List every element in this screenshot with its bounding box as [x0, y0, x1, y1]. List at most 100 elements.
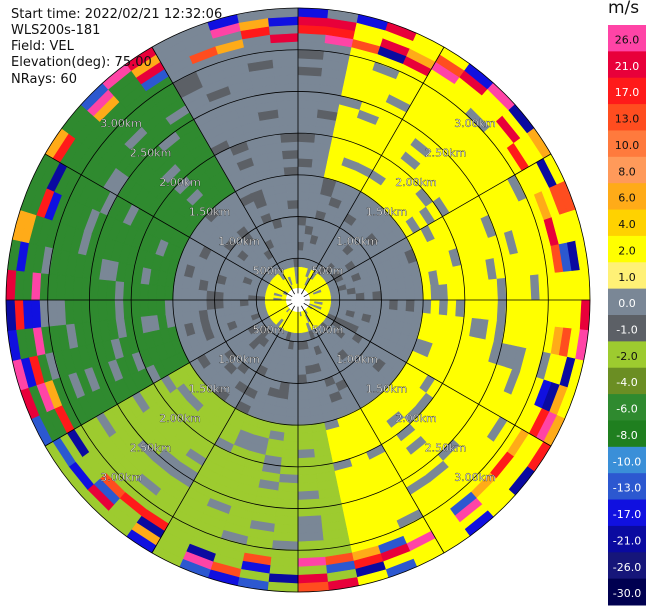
velocity-cell: [297, 498, 321, 509]
velocity-cell: [297, 465, 317, 476]
range-ring-labels: 500m 500m 500m 500m 1.00km 1.00km 1.00km 1.00km…: [100, 117, 496, 484]
velocity-cell: [297, 448, 315, 459]
velocity-cell: [197, 289, 208, 301]
velocity-cell: [222, 291, 232, 301]
velocity-cell: [496, 299, 507, 323]
velocity-cell: [282, 432, 299, 443]
velocity-cell: [438, 283, 449, 301]
velocity-cell: [529, 299, 541, 326]
velocity-cell: [287, 390, 299, 401]
colorbar-tick-label: -13.0: [613, 482, 641, 495]
velocity-cell: [297, 415, 312, 426]
colorbar-swatch: [608, 525, 646, 553]
velocity-cell: [289, 366, 299, 376]
range-ring-label: 3.00km: [454, 117, 496, 130]
velocity-cell: [463, 281, 474, 301]
range-ring-label: 500m: [312, 265, 344, 278]
velocity-cell: [405, 287, 416, 301]
velocity-cell: [130, 299, 141, 318]
velocity-cell: [285, 182, 299, 193]
velocity-cell: [285, 407, 299, 418]
velocity-cell: [222, 306, 234, 316]
velocity-cell: [513, 276, 524, 301]
velocity-cell: [372, 299, 382, 310]
azimuth-spoke: [151, 46, 296, 295]
velocity-cell: [297, 166, 313, 176]
velocity-cell: [422, 299, 432, 315]
velocity-cell: [279, 124, 299, 135]
velocity-cell: [293, 257, 299, 268]
velocity-cell: [155, 284, 166, 301]
velocity-cell: [172, 286, 183, 301]
velocity-cell: [380, 299, 391, 310]
velocity-cell: [380, 290, 391, 301]
velocity-cell: [297, 124, 317, 135]
colorbar-swatch: [608, 235, 646, 263]
velocity-cell: [364, 291, 374, 301]
colorbar-swatch: [608, 183, 646, 211]
colorbar-swatch: [608, 51, 646, 79]
velocity-cell: [255, 299, 266, 305]
range-ring-label: 1.50km: [366, 382, 408, 395]
velocity-cell: [297, 324, 302, 334]
colorbar-tick-label: -8.0: [616, 429, 637, 442]
velocity-cell: [480, 299, 491, 321]
velocity-cell: [322, 296, 332, 301]
velocity-cell: [388, 299, 399, 311]
velocity-cell: [339, 294, 349, 301]
colorbar-tick-label: -6.0: [616, 403, 637, 416]
velocity-cell: [297, 357, 306, 368]
velocity-cell: [297, 366, 307, 376]
velocity-cell: [277, 482, 299, 493]
velocity-cell: [289, 224, 299, 234]
velocity-cell: [488, 299, 499, 322]
velocity-cell: [297, 457, 316, 468]
velocity-cell: [413, 299, 424, 314]
elevation-text: Elevation(deg): 75.00: [11, 55, 152, 70]
velocity-cell: [286, 191, 299, 201]
velocity-cell: [164, 285, 174, 301]
velocity-cell: [139, 283, 150, 301]
colorbar-swatch: [608, 104, 646, 131]
range-ring-label: 1.00km: [218, 353, 260, 366]
velocity-cell: [297, 523, 323, 534]
velocity-cell: [64, 275, 75, 301]
velocity-cell: [297, 515, 322, 526]
colorbar-swatch: [608, 341, 646, 369]
velocity-cell: [89, 277, 100, 301]
velocity-cell: [471, 280, 482, 301]
colorbar-tick-label: 21.0: [615, 60, 640, 73]
velocity-cell: [272, 531, 299, 543]
velocity-cell: [287, 199, 299, 210]
colorbar-tick-label: -26.0: [613, 561, 641, 574]
velocity-cell: [362, 284, 374, 294]
velocity-cell: [264, 299, 274, 304]
range-ring-label: 2.50km: [130, 147, 172, 160]
velocity-cell: [446, 283, 457, 301]
velocity-cell: [304, 364, 314, 376]
colorbar-swatch: [608, 473, 646, 501]
velocity-cell: [297, 116, 318, 127]
colorbar-tick-label: -21.0: [613, 534, 641, 547]
colorbar-swatch: [608, 262, 646, 290]
velocity-cell: [280, 132, 299, 143]
velocity-cell: [122, 299, 133, 319]
velocity-cell: [297, 390, 309, 401]
velocity-cell: [274, 74, 299, 85]
colorbar-tick-label: 4.0: [618, 218, 636, 231]
velocity-cell: [297, 407, 311, 418]
velocity-cell: [496, 277, 507, 301]
velocity-cell: [281, 440, 299, 451]
velocity-cell: [529, 274, 541, 301]
velocity-cell: [180, 287, 191, 301]
velocity-cell: [72, 299, 83, 324]
velocity-cell: [114, 299, 125, 320]
velocity-cell: [297, 440, 315, 451]
azimuth-spokes: [6, 8, 590, 592]
start-time-text: Start time: 2022/02/21 12:32:06: [11, 7, 223, 22]
colorbar-tick-label: 26.0: [615, 34, 640, 47]
azimuth-spoke: [300, 305, 445, 554]
velocity-cell: [214, 299, 224, 310]
velocity-cell: [105, 279, 116, 301]
